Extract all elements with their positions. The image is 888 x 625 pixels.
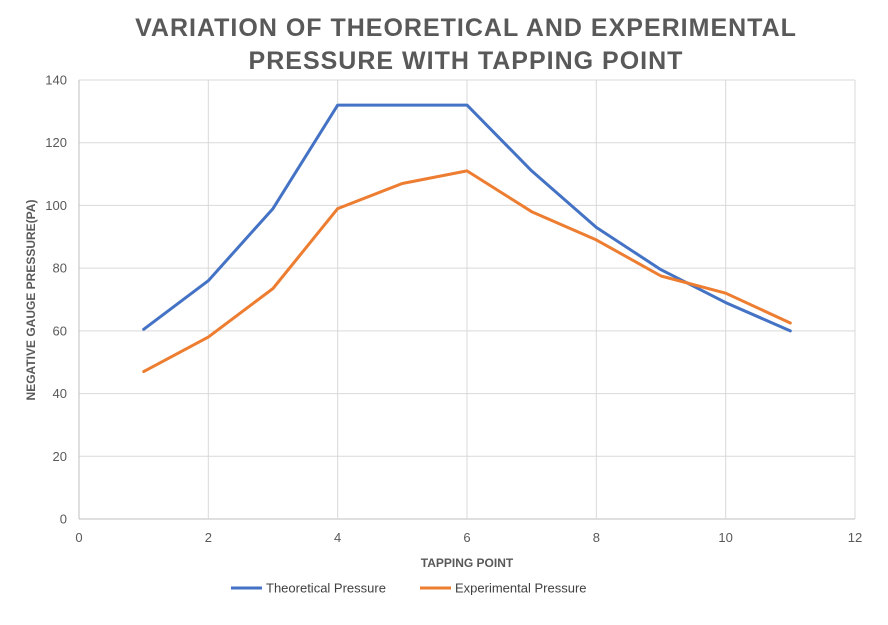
legend: Theoretical Pressure Experimental Pressur… xyxy=(231,581,587,596)
y-tick-label: 80 xyxy=(53,261,67,276)
x-tick-label: 10 xyxy=(718,530,732,545)
x-tick-label: 12 xyxy=(848,530,862,545)
x-tick-label: 2 xyxy=(205,530,212,545)
series-line-experimental xyxy=(142,169,792,374)
y-tick-label: 60 xyxy=(53,323,67,338)
y-tick-label: 140 xyxy=(45,73,67,88)
x-tick-label: 8 xyxy=(593,530,600,545)
x-tick-label: 6 xyxy=(463,530,470,545)
y-axis-ticks: 0 20 40 60 80 100 120 140 xyxy=(45,73,67,527)
y-axis-title: NEGATIVE GAUGE PRESSURE(PA) xyxy=(24,200,38,401)
x-tick-label: 4 xyxy=(334,530,341,545)
series-lines xyxy=(142,103,792,374)
x-axis-ticks: 0 2 4 6 8 10 12 xyxy=(75,530,862,545)
x-tick-label: 0 xyxy=(75,530,82,545)
y-tick-label: 0 xyxy=(60,512,67,527)
y-tick-label: 40 xyxy=(53,386,67,401)
legend-label: Experimental Pressure xyxy=(455,581,587,596)
chart-title-line-2: PRESSURE WITH TAPPING POINT xyxy=(249,47,684,75)
chart-title-line-1: VARIATION OF THEORETICAL AND EXPERIMENTA… xyxy=(135,14,797,42)
gridlines xyxy=(78,79,856,520)
y-tick-label: 120 xyxy=(45,135,67,150)
chart-title: VARIATION OF THEORETICAL AND EXPERIMENTA… xyxy=(135,14,797,75)
legend-label: Theoretical Pressure xyxy=(266,581,386,596)
y-tick-label: 20 xyxy=(53,449,67,464)
y-tick-label: 100 xyxy=(45,198,67,213)
x-axis-title: TAPPING POINT xyxy=(421,556,514,570)
